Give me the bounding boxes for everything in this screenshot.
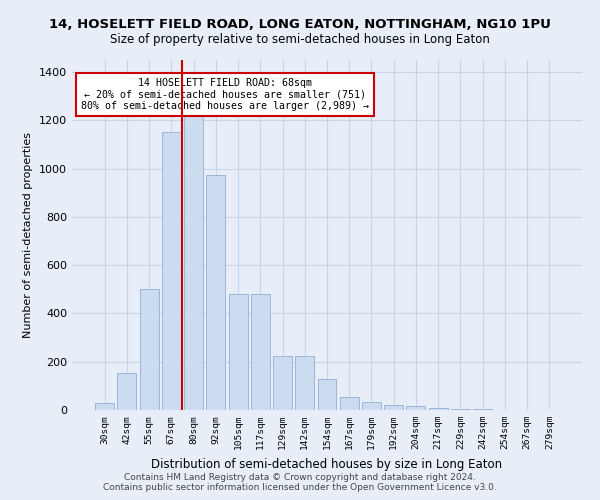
Bar bbox=[184, 96, 203, 410]
Bar bbox=[362, 402, 381, 410]
Text: Contains HM Land Registry data © Crown copyright and database right 2024.
Contai: Contains HM Land Registry data © Crown c… bbox=[103, 473, 497, 492]
Bar bbox=[229, 294, 248, 410]
Bar bbox=[451, 409, 470, 410]
Bar bbox=[206, 174, 225, 410]
Text: Size of property relative to semi-detached houses in Long Eaton: Size of property relative to semi-detach… bbox=[110, 32, 490, 46]
Bar bbox=[118, 372, 136, 410]
Bar bbox=[406, 406, 425, 410]
Bar bbox=[429, 408, 448, 410]
Bar bbox=[295, 356, 314, 410]
Bar bbox=[273, 356, 292, 410]
Text: 14, HOSELETT FIELD ROAD, LONG EATON, NOTTINGHAM, NG10 1PU: 14, HOSELETT FIELD ROAD, LONG EATON, NOT… bbox=[49, 18, 551, 30]
Bar bbox=[251, 294, 270, 410]
Bar bbox=[162, 132, 181, 410]
Bar bbox=[340, 396, 359, 410]
Bar bbox=[140, 290, 158, 410]
Bar bbox=[384, 405, 403, 410]
Bar bbox=[95, 403, 114, 410]
X-axis label: Distribution of semi-detached houses by size in Long Eaton: Distribution of semi-detached houses by … bbox=[151, 458, 503, 470]
Text: 14 HOSELETT FIELD ROAD: 68sqm
← 20% of semi-detached houses are smaller (751)
80: 14 HOSELETT FIELD ROAD: 68sqm ← 20% of s… bbox=[81, 78, 369, 110]
Bar bbox=[317, 378, 337, 410]
Y-axis label: Number of semi-detached properties: Number of semi-detached properties bbox=[23, 132, 34, 338]
